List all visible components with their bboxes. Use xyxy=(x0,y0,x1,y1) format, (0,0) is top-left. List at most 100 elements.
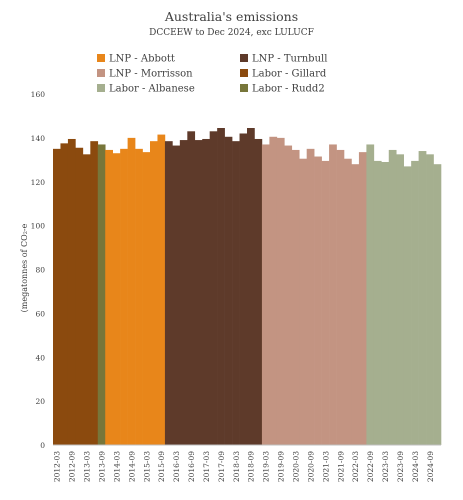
bar-2018-06 xyxy=(239,133,248,446)
bar-2015-03 xyxy=(142,152,151,445)
bar-2019-06 xyxy=(269,136,278,445)
bar-2012-09 xyxy=(67,138,76,446)
bar-2020-03 xyxy=(291,149,300,446)
y-tick-label: 140 xyxy=(31,134,46,143)
y-tick-label: 20 xyxy=(35,397,45,406)
bar-2018-09 xyxy=(247,128,255,446)
bar-2021-09 xyxy=(336,149,345,446)
chart-title: Australia's emissions xyxy=(164,9,298,24)
bar-2018-03 xyxy=(232,141,240,445)
bar-2020-12 xyxy=(314,156,322,445)
bar-2013-12 xyxy=(105,149,113,446)
x-tick-label: 2021-09 xyxy=(336,451,345,482)
bar-2016-09 xyxy=(187,131,196,445)
x-tick-label: 2015-03 xyxy=(142,451,151,482)
y-tick-label: 60 xyxy=(35,309,45,318)
x-tick-label: 2014-03 xyxy=(112,451,121,482)
x-tick-label: 2017-03 xyxy=(202,451,211,482)
y-axis: 0 20 40 60 80 100 120 140 160 xyxy=(31,90,46,450)
bar-2022-06 xyxy=(358,152,367,445)
x-tick-label: 2023-09 xyxy=(396,451,405,482)
legend-label-lnp-abbott: LNP - Abbott xyxy=(109,54,175,65)
y-tick-label: 0 xyxy=(40,441,45,450)
bar-2013-03 xyxy=(82,154,91,445)
x-tick-label: 2024-09 xyxy=(426,451,435,482)
x-tick-label: 2014-09 xyxy=(127,451,136,482)
x-tick-label: 2022-03 xyxy=(351,451,360,482)
bar-2024-12 xyxy=(433,164,442,445)
x-tick-label: 2013-09 xyxy=(98,451,107,482)
x-tick-label: 2013-03 xyxy=(83,451,92,482)
x-tick-label: 2023-03 xyxy=(381,451,390,482)
bar-2012-12 xyxy=(75,147,84,445)
bar-2024-09 xyxy=(426,154,434,445)
bar-2021-12 xyxy=(344,158,352,445)
bar-2014-12 xyxy=(135,148,143,445)
legend-swatch-lnp-abbott xyxy=(97,54,105,62)
x-tick-label: 2015-09 xyxy=(157,451,166,482)
x-tick-label: 2020-03 xyxy=(292,451,301,482)
bar-2017-09 xyxy=(217,128,225,446)
bar-2016-06 xyxy=(179,140,188,445)
bar-2021-06 xyxy=(329,144,337,446)
x-tick-label: 2019-03 xyxy=(262,451,271,482)
y-tick-label: 120 xyxy=(31,178,46,187)
bar-2022-09 xyxy=(366,144,375,446)
bar-2024-03 xyxy=(411,160,419,446)
bar-2014-06 xyxy=(120,148,128,445)
bar-2019-12 xyxy=(284,145,293,445)
bar-2015-06 xyxy=(150,141,158,445)
legend: LNP - Abbott LNP - Turnbull LNP - Morrisso… xyxy=(97,54,327,95)
bar-2022-12 xyxy=(373,160,382,446)
bar-2015-12 xyxy=(164,141,173,445)
bar-2014-03 xyxy=(112,153,121,445)
x-tick-label: 2018-09 xyxy=(247,451,256,482)
bar-2020-09 xyxy=(306,148,315,445)
bar-2014-09 xyxy=(127,137,136,445)
bar-2017-12 xyxy=(224,136,233,445)
x-tick-label: 2016-09 xyxy=(187,451,196,482)
legend-label-labor-gillard: Labor - Gillard xyxy=(252,69,327,80)
legend-label-lnp-morrisson: LNP - Morrisson xyxy=(109,69,193,80)
bar-2021-03 xyxy=(321,160,330,446)
bar-2023-12 xyxy=(403,166,412,446)
x-tick-label: 2021-03 xyxy=(321,451,330,482)
x-tick-label: 2020-09 xyxy=(306,451,315,482)
legend-swatch-labor-gillard xyxy=(240,69,248,77)
bar-2018-12 xyxy=(254,138,263,446)
y-tick-label: 160 xyxy=(31,90,46,99)
chart-subtitle: DCCEEW to Dec 2024, exc LULUCF xyxy=(149,28,314,38)
legend-label-labor-albanese: Labor - Albanese xyxy=(109,84,195,95)
legend-label-lnp-turnbull: LNP - Turnbull xyxy=(252,54,327,65)
bar-2019-09 xyxy=(276,137,285,445)
y-tick-label: 80 xyxy=(35,266,45,275)
bar-2019-03 xyxy=(261,144,270,446)
bars xyxy=(53,128,442,446)
bar-2013-09 xyxy=(97,144,106,446)
legend-swatch-labor-albanese xyxy=(97,84,105,92)
legend-swatch-lnp-turnbull xyxy=(240,54,248,62)
bar-2017-06 xyxy=(209,131,218,445)
legend-swatch-lnp-morrisson xyxy=(97,69,105,77)
y-tick-label: 100 xyxy=(31,222,46,231)
bar-2023-09 xyxy=(396,154,404,445)
bar-2024-06 xyxy=(418,151,427,445)
bar-2023-06 xyxy=(388,149,397,446)
bar-2022-03 xyxy=(351,164,360,445)
x-tick-label: 2024-03 xyxy=(411,451,420,482)
legend-swatch-labor-rudd2 xyxy=(240,84,248,92)
bar-2015-09 xyxy=(157,134,166,445)
x-tick-label: 2018-03 xyxy=(232,451,241,482)
legend-label-labor-rudd2: Labor - Rudd2 xyxy=(252,84,325,95)
bar-2016-12 xyxy=(194,140,203,445)
x-tick-label: 2012-03 xyxy=(53,451,62,482)
x-tick-label: 2017-09 xyxy=(217,451,226,482)
bar-2013-06 xyxy=(90,141,99,445)
x-axis: 2012-03 2012-09 2013-03 2013-09 2014-03 2014-… xyxy=(53,451,435,482)
x-tick-label: 2019-09 xyxy=(277,451,286,482)
bar-2012-06 xyxy=(60,143,69,445)
bar-2012-03 xyxy=(53,148,61,445)
bar-2020-06 xyxy=(299,158,307,445)
x-tick-label: 2012-09 xyxy=(68,451,77,482)
